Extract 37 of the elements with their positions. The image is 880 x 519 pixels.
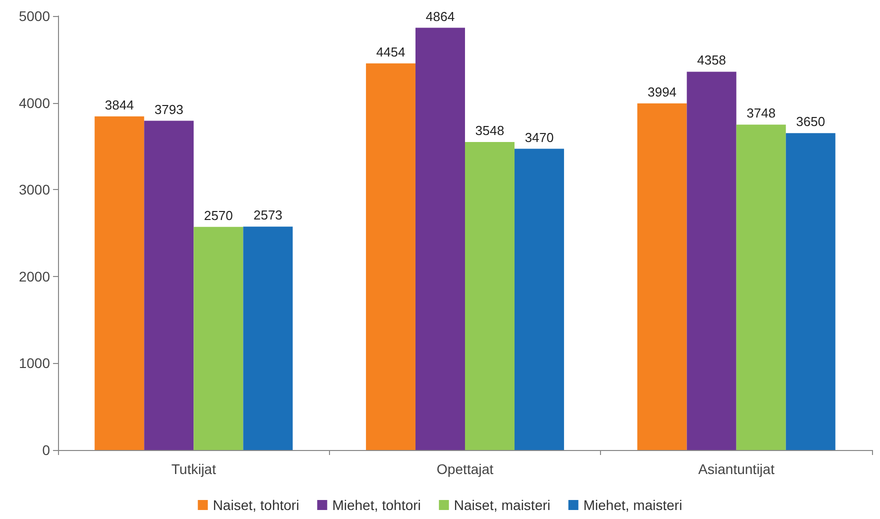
data-label: 3793 xyxy=(154,102,184,117)
bar xyxy=(514,148,564,450)
y-tick-label: 5000 xyxy=(18,8,50,24)
legend-label: Naiset, maisteri xyxy=(454,497,550,513)
y-tick-label: 0 xyxy=(42,442,50,458)
data-label: 2573 xyxy=(253,208,282,223)
bar xyxy=(465,142,515,450)
y-tick-label: 1000 xyxy=(18,355,50,372)
data-label: 3844 xyxy=(104,97,134,112)
data-label: 3548 xyxy=(475,123,504,138)
bar xyxy=(243,226,293,450)
bar xyxy=(94,116,144,450)
bar xyxy=(194,226,244,450)
bar xyxy=(637,103,687,450)
legend-label: Naiset, tohtori xyxy=(212,497,300,513)
data-label: 3994 xyxy=(648,84,677,100)
data-label: 3748 xyxy=(746,106,776,121)
bar xyxy=(415,28,465,450)
bar xyxy=(366,63,416,450)
y-tick-label: 4000 xyxy=(18,94,50,111)
data-label: 4864 xyxy=(426,8,455,24)
y-tick-label: 3000 xyxy=(18,182,50,198)
legend-label: Miehet, maisteri xyxy=(583,497,682,513)
y-tick-label: 2000 xyxy=(18,268,50,284)
legend-label: Miehet, tohtori xyxy=(332,497,421,513)
bar xyxy=(786,133,836,450)
data-label: 4358 xyxy=(697,52,726,68)
data-label: 4454 xyxy=(376,44,406,60)
x-tick-label: Tutkijat xyxy=(171,461,216,477)
bar xyxy=(736,124,786,450)
bar xyxy=(144,120,194,450)
data-label: 3470 xyxy=(524,130,554,145)
x-tick-label: Asiantuntijat xyxy=(698,461,775,477)
data-label: 2570 xyxy=(204,208,233,223)
bar xyxy=(686,72,736,450)
x-tick-label: Opettajat xyxy=(436,461,494,477)
data-label: 3650 xyxy=(796,114,826,130)
